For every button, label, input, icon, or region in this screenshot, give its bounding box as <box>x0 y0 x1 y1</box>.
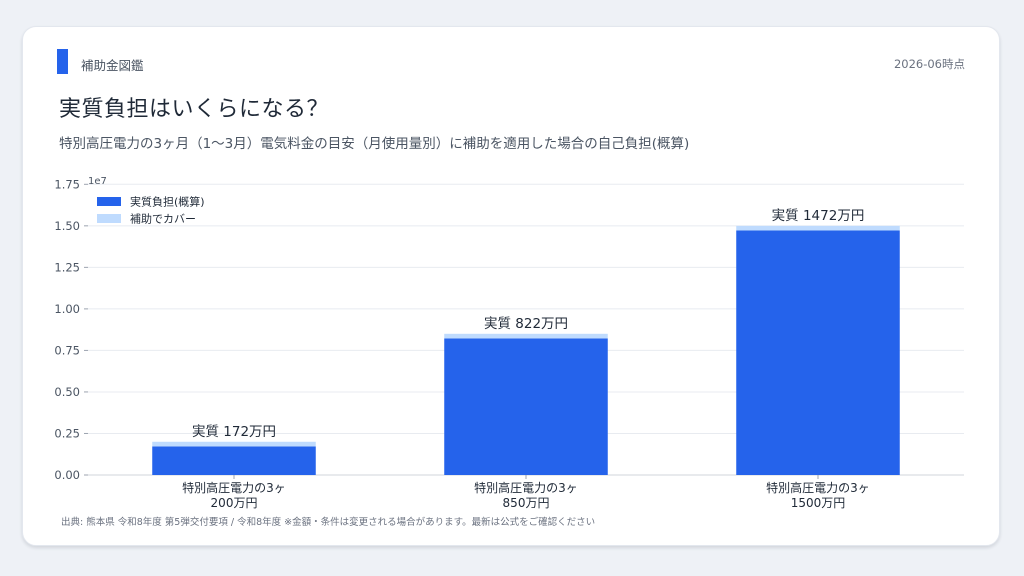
y-tick-label: 1.75 <box>54 177 80 191</box>
y-axis-offset-label: 1e7 <box>88 176 107 187</box>
x-tick-label: 特別高圧電力の3ヶ <box>474 480 578 495</box>
y-tick-label: 0.75 <box>54 343 80 357</box>
page-subtitle: 特別高圧電力の3ヶ月（1〜3月）電気料金の目安（月使用量別）に補助を適用した場合… <box>59 136 690 152</box>
brand-accent-bar <box>57 49 68 74</box>
y-tick-label: 0.50 <box>54 385 80 399</box>
bar-actual-burden <box>736 230 900 475</box>
y-tick-label: 1.50 <box>54 219 80 233</box>
x-tick-label: 850万円 <box>503 496 550 510</box>
bar-data-label: 実質 172万円 <box>192 424 276 440</box>
x-tick-label: 特別高圧電力の3ヶ <box>182 480 286 495</box>
legend-swatch <box>97 214 121 223</box>
source-footnote: 出典: 熊本県 令和8年度 第5弾交付要項 / 令和8年度 ※金額・条件は変更さ… <box>61 517 596 528</box>
bar-subsidy-covered <box>736 225 900 231</box>
x-tick-label: 1500万円 <box>791 496 846 510</box>
bar-subsidy-covered <box>152 441 316 447</box>
y-tick-label: 0.25 <box>54 426 80 440</box>
legend-label: 補助でカバー <box>130 212 196 226</box>
bar-data-label: 実質 1472万円 <box>772 208 865 224</box>
brand-name: 補助金図鑑 <box>81 58 144 73</box>
legend-label: 実質負担(概算) <box>130 195 205 209</box>
x-tick-label: 200万円 <box>211 496 258 510</box>
page-title: 実質負担はいくらになる？ <box>59 97 330 122</box>
y-tick-label: 1.25 <box>54 260 80 274</box>
as-of-date: 2026-06時点 <box>893 57 965 71</box>
x-tick-label: 特別高圧電力の3ヶ <box>766 480 870 495</box>
y-tick-label: 1.00 <box>54 302 80 316</box>
bar-actual-burden <box>444 338 608 475</box>
y-tick-label: 0.00 <box>54 468 80 482</box>
bar-subsidy-covered <box>444 333 608 339</box>
bar-data-label: 実質 822万円 <box>484 316 568 332</box>
bar-actual-burden <box>152 446 316 475</box>
legend-swatch <box>97 197 121 206</box>
